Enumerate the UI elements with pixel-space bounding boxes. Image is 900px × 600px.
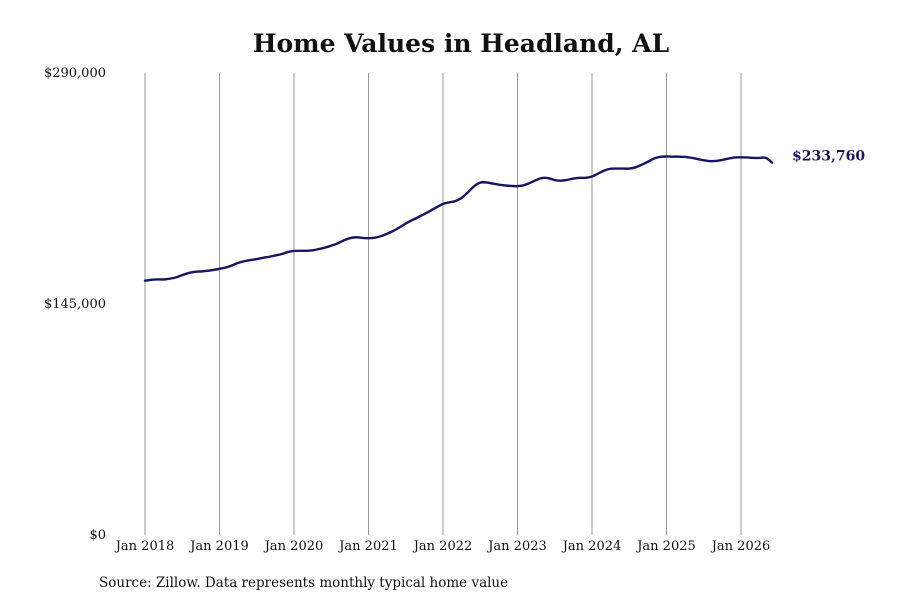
x-tick-label: Jan 2020: [263, 539, 324, 554]
y-tick-label: $290,000: [44, 66, 106, 81]
y-tick-label: $145,000: [44, 297, 106, 312]
x-tick-label: Jan 2025: [635, 539, 696, 554]
x-tick-label: Jan 2024: [561, 539, 622, 554]
series-layer: [143, 155, 774, 282]
x-tick-label: Jan 2021: [337, 539, 398, 554]
y-axis-labels: $0 $145,000 $290,000: [44, 66, 106, 543]
series-line: [143, 155, 774, 282]
source-note: Source: Zillow. Data represents monthly …: [99, 575, 508, 591]
x-tick-label: Jan 2018: [114, 539, 175, 554]
x-tick-label: Jan 2019: [188, 539, 249, 554]
grid-lines: [144, 73, 742, 535]
end-value-label: $233,760: [792, 149, 865, 165]
x-tick-label: Jan 2023: [486, 539, 547, 554]
x-tick-label: Jan 2022: [412, 539, 473, 554]
y-tick-label: $0: [89, 528, 106, 543]
x-axis-labels: Jan 2018 Jan 2019 Jan 2020 Jan 2021 Jan 2022…: [114, 539, 771, 554]
chart-title: Home Values in Headland, AL: [253, 29, 670, 58]
x-tick-label: Jan 2026: [710, 539, 771, 554]
